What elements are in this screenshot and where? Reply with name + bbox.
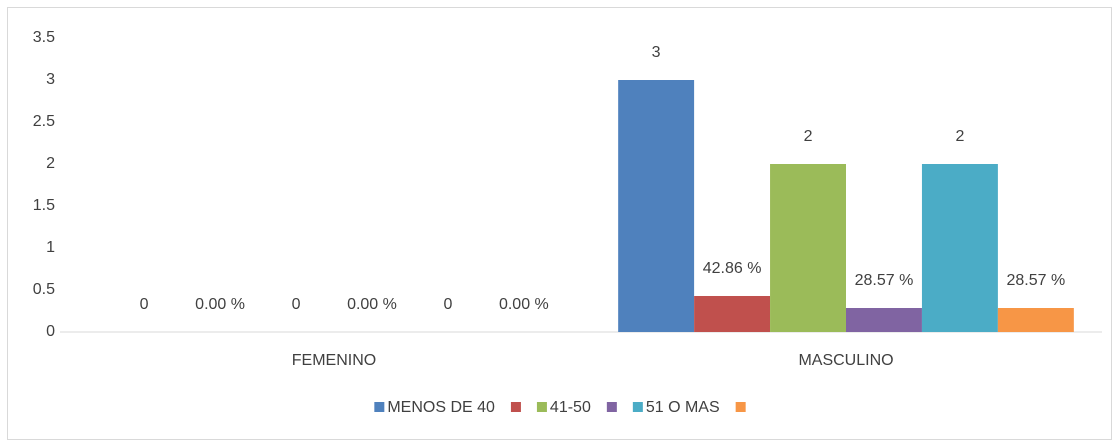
legend-swatch — [632, 402, 643, 412]
y-tick-label: 0 — [46, 323, 55, 340]
data-label: 0.00 % — [499, 296, 549, 313]
bar — [921, 164, 998, 332]
y-tick-label: 3 — [46, 71, 55, 88]
legend-label: 51 O MAS — [646, 399, 720, 416]
bar — [694, 295, 771, 332]
y-tick-label: 3.5 — [33, 29, 55, 46]
y-tick-label: 2.5 — [33, 113, 55, 130]
y-tick-label: 2 — [46, 155, 55, 172]
data-label: 2 — [955, 128, 964, 145]
data-label: 0 — [140, 296, 149, 313]
x-tick-label: MASCULINO — [798, 352, 893, 369]
data-label: 2 — [804, 128, 813, 145]
legend-label: 41-50 — [550, 399, 591, 416]
data-label: 28.57 % — [855, 272, 914, 289]
legend-swatch — [606, 402, 617, 412]
data-label: 0.00 % — [195, 296, 245, 313]
y-tick-label: 0.5 — [33, 281, 55, 298]
data-label: 28.57 % — [1007, 272, 1066, 289]
bar — [770, 164, 846, 332]
legend-swatch — [374, 402, 385, 412]
data-label: 3 — [652, 44, 661, 61]
y-tick-label: 1 — [46, 239, 55, 256]
data-label: 0.00 % — [347, 296, 397, 313]
bar — [618, 80, 695, 332]
legend-label: MENOS DE 40 — [387, 399, 495, 416]
data-label: 42.86 % — [703, 260, 762, 277]
bar — [997, 308, 1074, 332]
legend-swatch — [536, 402, 547, 412]
bar — [846, 308, 922, 332]
data-label: 0 — [443, 296, 452, 313]
legend-swatch — [735, 402, 746, 412]
data-label: 0 — [292, 296, 301, 313]
legend-swatch — [510, 402, 521, 412]
y-tick-label: 1.5 — [33, 197, 55, 214]
x-tick-label: FEMENINO — [292, 352, 376, 369]
